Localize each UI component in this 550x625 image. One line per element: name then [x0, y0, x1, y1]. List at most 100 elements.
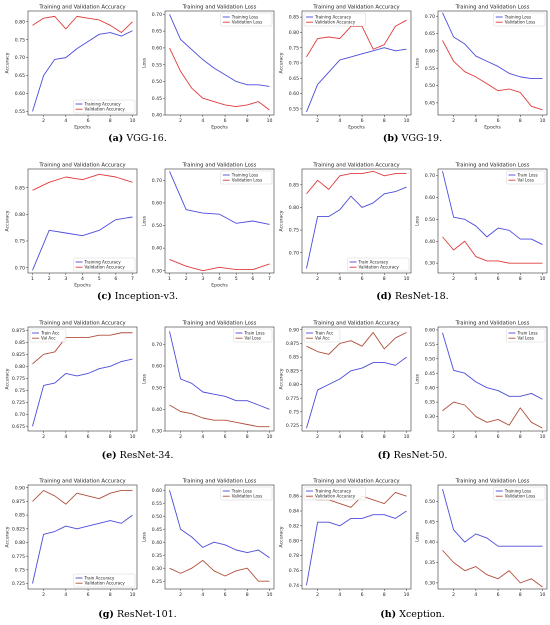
caption-tag: (f) [377, 450, 391, 461]
x-tick-label: 10 [267, 118, 273, 124]
series-line-train [306, 186, 407, 269]
plot-frame [301, 168, 412, 274]
x-tick-label: 8 [246, 118, 249, 124]
y-tick-label: 0.40 [425, 540, 435, 546]
x-tick-label: 6 [497, 276, 500, 282]
x-tick-label: 2 [179, 434, 182, 440]
y-tick-label: 0.70 [425, 14, 435, 20]
x-tick-label: 8 [519, 118, 522, 124]
y-tick-label: 0.40 [152, 246, 162, 252]
legend-label: Train Loss [517, 331, 538, 336]
x-tick-label: 4 [81, 276, 84, 282]
y-tick-label: 0.85 [15, 185, 25, 191]
y-tick-label: 0.675 [12, 424, 25, 430]
chart-r18-loss: Training and Validation Loss 2 4 6 8 10 0.30 0.… [414, 160, 550, 292]
legend-label: Train Accuracy [84, 576, 115, 581]
x-tick-label: 10 [540, 118, 546, 124]
legend-box [233, 328, 273, 343]
chart-title: Training and Validation Accuracy [38, 5, 125, 11]
x-tick-label: 2 [42, 118, 45, 124]
caption-tag: (c) [96, 291, 112, 302]
y-axis-label: Loss [415, 373, 421, 384]
caption-name: Xception. [396, 609, 445, 620]
series-line-train [442, 12, 543, 80]
chart-r34-loss: Training and Validation Loss 2 4 6 8 10 0.30 0.… [141, 318, 277, 450]
series-line-val [32, 332, 133, 365]
legend-box [73, 573, 136, 588]
y-axis-label: Accuracy [5, 526, 11, 547]
chart-title: Training and Validation Accuracy [38, 321, 125, 327]
x-tick-label: 6 [224, 118, 227, 124]
x-tick-label: 5 [235, 276, 238, 282]
chart-title: Training and Validation Loss [182, 321, 257, 327]
caption-tag: (b) [382, 133, 399, 144]
y-tick-label: 0.725 [12, 400, 25, 406]
series-line-val [32, 173, 133, 191]
x-tick-label: 7 [131, 276, 134, 282]
plot-frame [27, 326, 138, 432]
caption-tag: (g) [98, 609, 114, 620]
y-tick-label: 0.55 [152, 62, 162, 68]
legend-box [29, 328, 67, 343]
legend-box [506, 328, 546, 343]
y-tick-label: 0.775 [12, 554, 25, 560]
x-tick-label: 4 [338, 118, 341, 124]
y-tick-label: 0.30 [152, 429, 162, 435]
legend-label: Train Acc [314, 331, 333, 336]
y-tick-label: 0.90 [15, 485, 25, 491]
x-tick-label: 4 [474, 118, 477, 124]
x-tick-label: 2 [42, 434, 45, 440]
y-axis-label: Loss [415, 215, 421, 226]
series-line-train [306, 510, 407, 586]
x-tick-label: 6 [114, 276, 117, 282]
chart-svg: Training and Validation Accuracy 2 4 6 8 10 0.… [279, 479, 412, 598]
legend-box [493, 12, 546, 27]
chart-title: Training and Validation Loss [455, 321, 530, 327]
series-line-val [169, 559, 270, 582]
x-tick-label: 7 [268, 276, 271, 282]
plot-frame [437, 326, 548, 432]
chart-title: Training and Validation Accuracy [38, 479, 125, 485]
series-line-train [169, 490, 270, 559]
y-tick-label: 0.40 [152, 113, 162, 119]
y-tick-label: 0.55 [425, 66, 435, 72]
y-tick-label: 0.50 [425, 499, 435, 505]
y-tick-label: 0.80 [289, 382, 299, 388]
x-axis-label: Epochs [74, 283, 91, 289]
legend-label: Training Accuracy [314, 15, 352, 20]
series-line-val [169, 404, 270, 428]
plot-frame [437, 484, 548, 590]
y-tick-label: 0.30 [152, 268, 162, 274]
x-tick-label: 6 [361, 118, 364, 124]
y-tick-label: 0.60 [152, 364, 162, 370]
legend-label: Training Accuracy [84, 260, 122, 265]
series-line-train [169, 171, 270, 225]
chart-title: Training and Validation Accuracy [312, 163, 399, 169]
x-tick-label: 6 [87, 118, 90, 124]
caption-tag: (a) [108, 133, 124, 144]
y-tick-label: 0.35 [152, 553, 162, 559]
x-tick-label: 2 [185, 276, 188, 282]
chart-r50-loss: Training and Validation Loss 2 4 6 8 10 0.30 0.… [414, 318, 550, 450]
y-tick-label: 0.60 [152, 201, 162, 207]
chart-title: Training and Validation Loss [455, 479, 530, 485]
x-tick-label: 10 [130, 592, 136, 598]
x-tick-label: 6 [224, 434, 227, 440]
y-tick-label: 0.85 [15, 340, 25, 346]
x-tick-label: 4 [338, 592, 341, 598]
x-tick-label: 6 [224, 592, 227, 598]
chart-title: Training and Validation Loss [455, 163, 530, 169]
x-tick-label: 2 [179, 118, 182, 124]
y-tick-label: 0.70 [289, 61, 299, 67]
y-tick-label: 0.825 [12, 352, 25, 358]
legend-label: Validation Accuracy [85, 265, 126, 270]
y-tick-label: 0.65 [152, 29, 162, 35]
